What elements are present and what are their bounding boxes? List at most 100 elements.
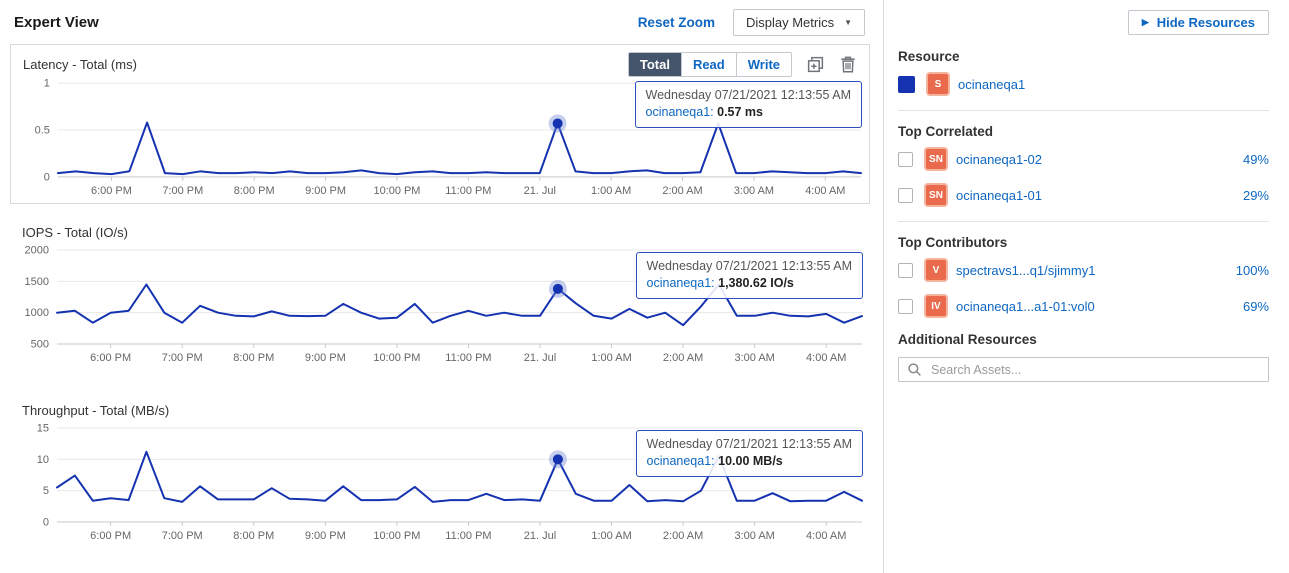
correlated-checkbox-2[interactable]	[898, 187, 913, 203]
hide-resources-label: Hide Resources	[1156, 15, 1255, 30]
svg-text:10: 10	[37, 454, 49, 466]
svg-text:21. Jul: 21. Jul	[524, 352, 556, 364]
latency-chart-title: Latency - Total (ms)	[23, 56, 137, 72]
correlation-percent-2: 29%	[1242, 187, 1269, 203]
sidebar-top: ▶ Hide Resources	[898, 10, 1269, 35]
svg-text:1: 1	[44, 78, 50, 90]
tooltip-value-row: ocinaneqa1: 1,380.62 IO/s	[647, 275, 852, 292]
hide-resources-button[interactable]: ▶ Hide Resources	[1127, 10, 1269, 35]
display-metrics-dropdown[interactable]: Display Metrics ▼	[732, 9, 865, 36]
tooltip-date: Wednesday 07/21/2021 12:13:55 AM	[645, 88, 851, 102]
svg-text:4:00 AM: 4:00 AM	[806, 352, 846, 364]
tooltip-value: 0.57 ms	[717, 104, 763, 119]
svg-text:3:00 AM: 3:00 AM	[734, 185, 774, 197]
correlation-percent-1: 49%	[1242, 151, 1269, 167]
search-assets-input[interactable]	[898, 357, 1269, 382]
throughput-tooltip: Wednesday 07/21/2021 12:13:55 AM ocinane…	[635, 430, 863, 477]
svg-text:21. Jul: 21. Jul	[524, 530, 556, 542]
tooltip-value: 1,380.62 IO/s	[718, 275, 794, 290]
tooltip-resource-name: ocinaneqa1:	[646, 275, 715, 290]
series-color-swatch	[898, 75, 915, 93]
top-correlated-section: Top Correlated SN ocinaneqa1-02 49% SN o…	[898, 124, 1269, 205]
contributor-checkbox-1[interactable]	[898, 262, 913, 278]
chevron-down-icon: ▼	[844, 18, 852, 27]
svg-text:6:00 PM: 6:00 PM	[90, 530, 131, 542]
correlated-link-2[interactable]: ocinaneqa1-01	[956, 187, 1043, 203]
page-title: Expert View	[14, 14, 99, 31]
throughput-chart-title: Throughput - Total (MB/s)	[22, 402, 170, 418]
svg-text:1000: 1000	[25, 307, 49, 319]
svg-text:3:00 AM: 3:00 AM	[734, 352, 774, 364]
volume-icon: V	[926, 260, 946, 280]
latency-chart[interactable]: 0 0.5 1 6:00 PM 7:00 PM 8:00 PM 9:00 PM 10:00 P…	[12, 77, 868, 203]
search-icon	[908, 363, 921, 376]
svg-text:1:00 AM: 1:00 AM	[591, 530, 631, 542]
divider	[898, 110, 1269, 111]
svg-text:10:00 PM: 10:00 PM	[373, 352, 420, 364]
tab-total[interactable]: Total	[628, 52, 681, 76]
throughput-chart-header: Throughput - Total (MB/s)	[10, 394, 870, 422]
main-header: Expert View Reset Zoom Display Metrics ▼	[0, 0, 883, 44]
svg-text:7:00 PM: 7:00 PM	[162, 352, 203, 364]
contributor-row: IV ocinaneqa1...a1-01:vol0 69%	[898, 296, 1269, 316]
svg-text:8:00 PM: 8:00 PM	[234, 185, 275, 197]
svg-text:10:00 PM: 10:00 PM	[373, 530, 420, 542]
iops-chart-header: IOPS - Total (IO/s)	[10, 216, 870, 244]
svg-text:4:00 AM: 4:00 AM	[806, 530, 846, 542]
svg-text:11:00 PM: 11:00 PM	[445, 185, 491, 197]
latency-chart-header: Latency - Total (ms) Total Read Write	[11, 45, 869, 77]
svg-text:7:00 PM: 7:00 PM	[162, 185, 203, 197]
tab-read[interactable]: Read	[680, 52, 736, 76]
duplicate-chart-icon	[807, 56, 824, 72]
additional-resources-section: Additional Resources	[898, 332, 1269, 382]
svg-text:11:00 PM: 11:00 PM	[445, 352, 491, 364]
trash-icon	[841, 56, 855, 72]
metric-type-toggle: Total Read Write	[627, 51, 792, 77]
correlated-row: SN ocinaneqa1-01 29%	[898, 185, 1269, 205]
latency-chart-panel: Latency - Total (ms) Total Read Write	[10, 44, 870, 204]
svg-text:0: 0	[44, 171, 50, 183]
svg-text:2:00 AM: 2:00 AM	[663, 530, 703, 542]
resources-sidebar: ▶ Hide Resources Resource S ocinaneqa1 T…	[883, 0, 1289, 573]
tooltip-value-row: ocinaneqa1: 10.00 MB/s	[647, 453, 852, 470]
contributor-row: V spectravs1...q1/sjimmy1 100%	[898, 260, 1269, 280]
svg-text:5: 5	[43, 485, 49, 497]
contributor-link-2[interactable]: ocinaneqa1...a1-01:vol0	[956, 298, 1095, 314]
svg-text:2:00 AM: 2:00 AM	[662, 185, 702, 197]
correlated-link-1[interactable]: ocinaneqa1-02	[956, 151, 1043, 167]
display-metrics-label: Display Metrics	[745, 15, 835, 30]
search-assets-box	[898, 357, 1269, 382]
svg-text:11:00 PM: 11:00 PM	[445, 530, 491, 542]
tab-write[interactable]: Write	[735, 52, 791, 76]
duplicate-chart-button[interactable]	[806, 55, 825, 74]
svg-text:2000: 2000	[25, 245, 49, 257]
tooltip-date: Wednesday 07/21/2021 12:13:55 AM	[646, 259, 852, 273]
storage-asset-icon: S	[928, 74, 948, 94]
tooltip-resource-name: ocinaneqa1:	[645, 104, 714, 119]
contribution-percent-1: 100%	[1235, 262, 1269, 278]
divider	[898, 221, 1269, 222]
tooltip-value: 10.00 MB/s	[718, 453, 783, 468]
reset-zoom-link[interactable]: Reset Zoom	[637, 15, 715, 30]
resource-link[interactable]: ocinaneqa1	[958, 76, 1026, 92]
svg-text:9:00 PM: 9:00 PM	[305, 530, 346, 542]
iops-tooltip: Wednesday 07/21/2021 12:13:55 AM ocinane…	[635, 252, 863, 299]
correlated-checkbox-1[interactable]	[898, 151, 913, 167]
delete-chart-button[interactable]	[839, 55, 857, 74]
storage-node-icon: SN	[926, 185, 946, 205]
svg-text:15: 15	[37, 423, 49, 435]
latency-chart-tools: Total Read Write	[627, 51, 857, 77]
svg-text:21. Jul: 21. Jul	[524, 185, 556, 197]
resource-row: S ocinaneqa1	[898, 74, 1269, 94]
contributor-link-1[interactable]: spectravs1...q1/sjimmy1	[956, 262, 1096, 278]
throughput-chart-panel: Throughput - Total (MB/s) 0 5 10 15 6:00 PM 7…	[10, 394, 870, 548]
contributor-checkbox-2[interactable]	[898, 298, 913, 314]
svg-text:9:00 PM: 9:00 PM	[305, 185, 346, 197]
svg-text:2:00 AM: 2:00 AM	[663, 352, 703, 364]
svg-text:1:00 AM: 1:00 AM	[591, 352, 631, 364]
iops-chart[interactable]: 500 1000 1500 2000 6:00 PM 7:00 PM 8:00 PM 9:00…	[11, 244, 869, 370]
throughput-chart[interactable]: 0 5 10 15 6:00 PM 7:00 PM 8:00 PM 9:00 PM 10:00 …	[11, 422, 869, 548]
top-correlated-heading: Top Correlated	[898, 124, 994, 139]
tooltip-date: Wednesday 07/21/2021 12:13:55 AM	[646, 437, 852, 451]
